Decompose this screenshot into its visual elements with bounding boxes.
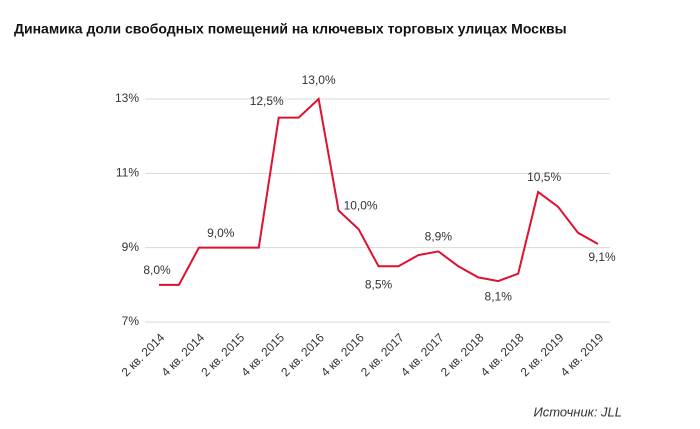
data-label: 8,0% <box>143 263 171 277</box>
chart-title: Динамика доли свободных помещений на клю… <box>14 21 567 37</box>
data-label: 9,1% <box>588 250 616 264</box>
y-tick-label: 11% <box>116 166 139 180</box>
data-label: 8,1% <box>485 289 513 303</box>
data-label: 9,0% <box>207 226 235 240</box>
data-label: 13,0% <box>302 73 336 87</box>
data-label: 8,9% <box>425 230 453 244</box>
data-label: 10,0% <box>344 199 378 213</box>
data-label: 12,5% <box>250 94 284 108</box>
data-label: 8,5% <box>365 277 393 291</box>
y-tick-label: 13% <box>115 91 139 105</box>
line <box>159 97 599 286</box>
y-tick-label: 7% <box>122 314 140 328</box>
source-note: Источник: JLL <box>533 404 622 419</box>
x-tick-label: 4 кв. 2019 <box>558 330 607 379</box>
data-label: 10,5% <box>527 170 561 184</box>
y-tick-label: 9% <box>122 240 140 254</box>
